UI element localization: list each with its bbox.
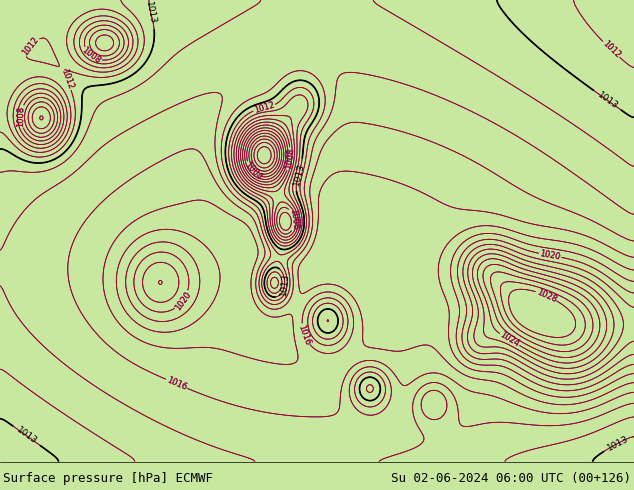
Text: 1012: 1012 — [253, 100, 276, 115]
Text: 1008: 1008 — [288, 208, 300, 231]
Text: 1024: 1024 — [498, 330, 521, 349]
Text: 1008: 1008 — [16, 106, 26, 127]
Text: 1008: 1008 — [284, 147, 295, 170]
Text: 1013: 1013 — [595, 90, 619, 111]
Text: 1008: 1008 — [81, 46, 103, 66]
Text: 1012: 1012 — [21, 35, 41, 57]
Text: 1020: 1020 — [173, 290, 193, 312]
Text: 1013: 1013 — [15, 425, 39, 446]
Text: 1016: 1016 — [165, 375, 188, 392]
Text: 1020: 1020 — [173, 290, 193, 312]
Text: 1013: 1013 — [292, 162, 306, 187]
Text: 1016: 1016 — [297, 323, 312, 346]
Text: 1028: 1028 — [535, 287, 558, 304]
Text: 1004: 1004 — [242, 161, 263, 182]
Text: 1012: 1012 — [600, 39, 622, 60]
Text: 1016: 1016 — [297, 323, 312, 346]
Text: 1020: 1020 — [539, 249, 561, 262]
Text: 1008: 1008 — [16, 106, 26, 127]
Text: 1016: 1016 — [165, 375, 188, 392]
Text: 1012: 1012 — [59, 68, 75, 91]
Text: Surface pressure [hPa] ECMWF: Surface pressure [hPa] ECMWF — [3, 471, 213, 485]
Text: 1013: 1013 — [606, 434, 631, 452]
Text: 1024: 1024 — [498, 330, 521, 349]
Text: 1008: 1008 — [81, 46, 103, 66]
Text: 1004: 1004 — [242, 161, 263, 182]
Text: 1012: 1012 — [21, 35, 41, 57]
Text: 1013: 1013 — [144, 1, 157, 25]
Text: 1013: 1013 — [279, 272, 290, 296]
Text: 1020: 1020 — [539, 249, 561, 262]
Text: 1012: 1012 — [253, 100, 276, 115]
Text: 1012: 1012 — [59, 68, 75, 91]
Text: 1008: 1008 — [288, 208, 300, 231]
Text: 1028: 1028 — [535, 287, 558, 304]
Text: 1012: 1012 — [600, 39, 622, 60]
Text: Su 02-06-2024 06:00 UTC (00+126): Su 02-06-2024 06:00 UTC (00+126) — [391, 471, 631, 485]
Text: 1008: 1008 — [284, 147, 295, 170]
